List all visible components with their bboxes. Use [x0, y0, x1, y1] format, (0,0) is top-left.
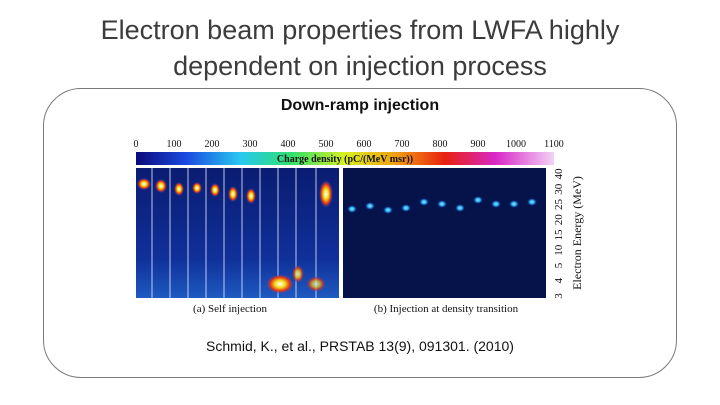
panel-b-image: [343, 168, 546, 298]
colorbar-tick-400: 400: [281, 139, 296, 150]
colorbar-tick-100: 100: [167, 139, 182, 150]
energy-axis-ticks: 3 4 5 10 15 20 25 30 40: [553, 168, 565, 299]
colorbar-tick-500: 500: [319, 139, 334, 150]
colorbar-tick-800: 800: [433, 139, 448, 150]
energy-tick-10: 10: [553, 244, 565, 256]
colorbar-tick-0: 0: [134, 139, 139, 150]
energy-tick-3: 3: [553, 293, 565, 299]
colorbar-tick-1100: 1100: [544, 139, 564, 150]
colorbar: [136, 152, 554, 165]
colorbar-tick-1000: 1000: [506, 139, 526, 150]
energy-tick-4: 4: [553, 278, 565, 284]
energy-tick-30: 30: [553, 183, 565, 195]
colorbar-tick-700: 700: [395, 139, 410, 150]
colorbar-tick-200: 200: [205, 139, 220, 150]
energy-tick-5: 5: [553, 262, 565, 268]
colorbar-tick-900: 900: [471, 139, 486, 150]
figure-subtitle: Down-ramp injection: [280, 97, 440, 114]
energy-tick-15: 15: [553, 229, 565, 241]
colorbar-tick-600: 600: [357, 139, 372, 150]
panel-b-spots: [347, 196, 537, 214]
colorbar-tick-300: 300: [243, 139, 258, 150]
panel-a-caption: (a) Self injection: [193, 303, 267, 315]
energy-tick-25: 25: [553, 199, 565, 211]
panel-b-caption: (b) Injection at density transition: [374, 303, 519, 315]
energy-tick-40: 40: [553, 168, 565, 180]
colorbar-tick-labels: 0 100 200 300 400 500 600 700 800 900 1000 1100: [134, 139, 564, 150]
panel-a-hotspots: [137, 178, 333, 294]
slide-title-line1: Electron beam properties from LWFA highl…: [100, 15, 620, 45]
energy-axis-label: Electron Energy (MeV): [570, 176, 584, 290]
slide-title-line2: dependent on injection process: [173, 51, 547, 81]
colorbar-label: Charge density (pC/(MeV msr)): [277, 154, 413, 165]
energy-tick-20: 20: [553, 214, 565, 226]
citation: Schmid, K., et al., PRSTAB 13(9), 091301…: [206, 338, 514, 354]
content-frame: [43, 88, 677, 378]
slide-title: Electron beam properties from LWFA highl…: [40, 12, 680, 84]
spectrum-figure: 0 100 200 300 400 500 600 700 800 900 1000 1100 Cha…: [134, 139, 585, 315]
